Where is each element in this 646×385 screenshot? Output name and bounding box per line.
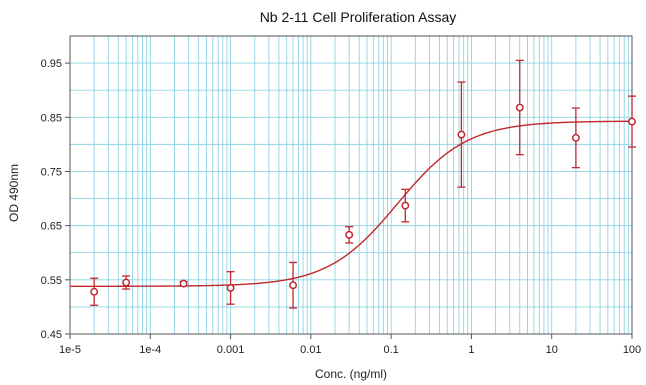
data-points — [90, 59, 636, 309]
data-point-group — [401, 188, 410, 223]
data-point-group — [226, 271, 235, 305]
x-tick-label: 0.01 — [300, 344, 321, 356]
x-tick-label: 1e-5 — [59, 344, 81, 356]
x-axis-label: Conc. (ng/ml) — [315, 367, 387, 381]
data-point-group — [457, 81, 466, 188]
y-tick-label: 0.45 — [41, 329, 62, 341]
data-point-group — [571, 107, 580, 169]
x-tick-label: 10 — [546, 344, 558, 356]
axes: 1e-5 1e-4 0.001 0.01 0.1 1 10 100 0.45 0.55 0.65 0.… — [41, 58, 642, 356]
data-point-group — [179, 279, 188, 288]
data-point — [226, 283, 235, 292]
data-point — [179, 279, 188, 288]
y-tick-label: 0.75 — [41, 166, 62, 178]
y-tick-label: 0.95 — [41, 58, 62, 70]
data-point — [628, 117, 636, 126]
data-point — [122, 278, 131, 287]
data-point — [345, 230, 354, 239]
data-point-group — [628, 95, 636, 148]
y-axis-label: OD 490nm — [7, 164, 21, 222]
x-tick-label: 0.001 — [217, 344, 245, 356]
x-tick-label: 0.1 — [383, 344, 398, 356]
data-point-group — [289, 261, 298, 309]
fit-curve — [70, 120, 633, 288]
data-point — [289, 281, 297, 290]
data-point — [515, 103, 524, 112]
data-point-group — [122, 275, 131, 290]
grid-lines — [69, 35, 633, 335]
data-point-group — [515, 59, 524, 156]
data-point-group — [90, 277, 99, 306]
x-tick-label: 100 — [623, 344, 641, 356]
data-point — [571, 133, 580, 142]
x-tick-label: 1 — [468, 344, 474, 356]
data-point — [90, 287, 99, 296]
y-tick-label: 0.55 — [41, 275, 62, 287]
plot-frame — [69, 35, 633, 335]
y-tick-label: 0.65 — [41, 221, 62, 233]
chart-title: Nb 2-11 Cell Proliferation Assay — [260, 9, 457, 25]
data-point — [457, 130, 466, 139]
x-tick-label: 1e-4 — [139, 344, 161, 356]
y-tick-label: 0.85 — [41, 112, 62, 124]
data-point-group — [345, 226, 354, 244]
data-point — [401, 201, 410, 210]
